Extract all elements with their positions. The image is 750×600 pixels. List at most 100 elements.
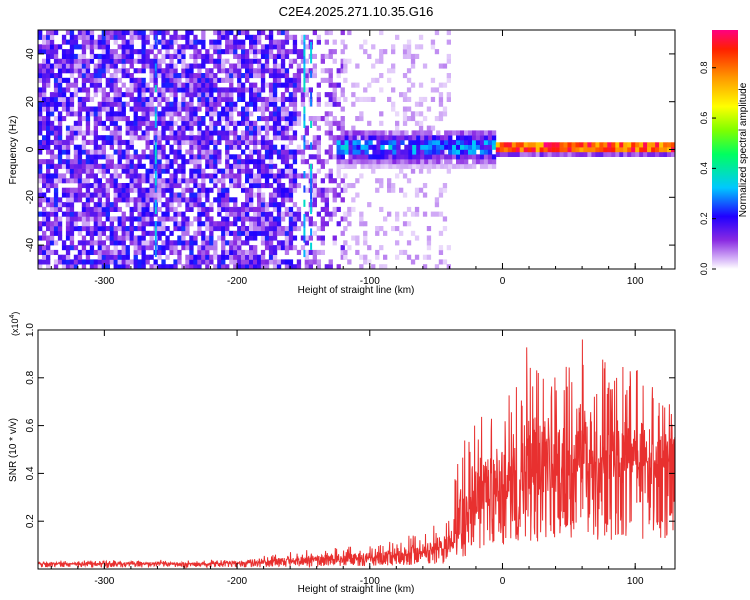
spectrogram-cell bbox=[284, 53, 290, 59]
spectrogram-cell bbox=[288, 149, 294, 155]
spectrogram-cell bbox=[428, 144, 433, 150]
spectrogram-cell bbox=[499, 151, 505, 157]
spectrogram-cell bbox=[189, 73, 194, 79]
spectrogram-cell bbox=[141, 68, 146, 74]
spectrogram-cell bbox=[81, 226, 87, 232]
spectrogram-cell bbox=[77, 178, 83, 184]
spectrogram-cell bbox=[272, 63, 278, 69]
spectrogram-cell bbox=[89, 44, 95, 50]
spectrogram-cell bbox=[260, 44, 266, 50]
spectrogram-cell bbox=[173, 111, 178, 117]
spectrogram-cell bbox=[336, 183, 341, 189]
spectrogram-cell bbox=[213, 130, 218, 136]
spectrogram-cell bbox=[197, 192, 202, 198]
spectrogram-cell bbox=[201, 73, 206, 79]
spectrogram-cell bbox=[253, 254, 258, 260]
spectrogram-cell bbox=[268, 230, 274, 236]
spectrogram-cell bbox=[446, 92, 451, 98]
spectrogram-cell bbox=[245, 58, 250, 64]
spectrogram-cell bbox=[404, 149, 409, 155]
y-tick-label: 1.0 bbox=[25, 323, 36, 337]
spectrogram-cell bbox=[332, 92, 337, 98]
spectrogram-cell bbox=[97, 183, 102, 189]
spectrogram-cell bbox=[328, 178, 333, 184]
spectrogram-cell bbox=[161, 245, 166, 251]
spectrogram-cell bbox=[356, 149, 361, 155]
spectrogram-cell bbox=[260, 235, 266, 241]
spectrogram-cell bbox=[38, 120, 43, 126]
spectrogram-cell bbox=[205, 206, 210, 212]
x-tick-label: -100 bbox=[360, 276, 380, 287]
spectrogram-cell bbox=[406, 106, 412, 112]
spectrogram-cell bbox=[268, 101, 274, 107]
spectrogram-cell bbox=[300, 34, 306, 40]
spectrogram-cell bbox=[328, 53, 333, 59]
spectrogram-cell bbox=[129, 44, 134, 50]
spectrogram-cell bbox=[101, 68, 106, 74]
spectrogram-cell bbox=[173, 106, 178, 112]
spectrogram-cell bbox=[117, 163, 122, 169]
spectrogram-cell bbox=[161, 82, 166, 88]
spectrogram-cell bbox=[213, 77, 218, 83]
spectrogram-cell bbox=[444, 159, 449, 165]
spectrogram-cell bbox=[185, 178, 190, 184]
spectrogram-cell bbox=[85, 44, 91, 50]
spectrogram-cell bbox=[253, 101, 258, 107]
spectrogram-cell bbox=[579, 151, 584, 157]
spectrogram-cell bbox=[213, 125, 218, 131]
spectrogram-cell bbox=[137, 173, 142, 179]
spectrogram-cell bbox=[125, 192, 130, 198]
spectrogram-cell bbox=[57, 87, 63, 93]
spectrogram-cell bbox=[344, 135, 349, 141]
spectrogram-cell bbox=[551, 142, 556, 148]
spectrogram-cell bbox=[141, 187, 146, 193]
spectrogram-cell bbox=[77, 173, 83, 179]
spectrogram-cell bbox=[97, 211, 102, 217]
spectrogram-cell bbox=[137, 34, 142, 40]
spectrogram-streak bbox=[154, 199, 157, 207]
spectrogram-cell bbox=[57, 259, 63, 265]
spectrogram-streak bbox=[310, 99, 313, 107]
spectrogram-cell bbox=[221, 240, 226, 246]
spectrogram-cell bbox=[472, 159, 477, 165]
spectrogram-cell bbox=[233, 264, 238, 270]
spectrogram-cell bbox=[284, 264, 290, 270]
spectrogram-cell bbox=[356, 159, 361, 165]
spectrogram-cell bbox=[304, 211, 309, 217]
spectrogram-cell bbox=[233, 245, 238, 251]
spectrogram-cell bbox=[379, 120, 384, 126]
spectrogram-cell bbox=[308, 87, 313, 93]
spectrogram-cell bbox=[288, 221, 294, 227]
spectrogram-cell bbox=[284, 49, 290, 55]
spectrogram-cell bbox=[69, 230, 75, 236]
spectrogram-cell bbox=[161, 73, 166, 79]
spectrogram-cell bbox=[61, 39, 67, 45]
spectrogram-streak bbox=[154, 63, 157, 71]
spectrogram-cell bbox=[379, 183, 384, 189]
spectrogram-cell bbox=[444, 130, 449, 136]
spectrogram-cell bbox=[69, 216, 75, 222]
spectrogram-cell bbox=[177, 259, 182, 265]
spectrogram-cell bbox=[316, 235, 321, 241]
spectrogram-cell bbox=[603, 151, 608, 157]
spectrogram-cell bbox=[332, 116, 337, 122]
spectrogram-cell bbox=[53, 163, 59, 169]
spectrogram-cell bbox=[404, 159, 409, 165]
spectrogram-cell bbox=[336, 135, 341, 141]
spectrogram-cell bbox=[320, 159, 325, 165]
spectrogram-cell bbox=[257, 183, 262, 189]
spectrogram-cell bbox=[380, 159, 385, 165]
spectrogram-cell bbox=[229, 49, 234, 55]
spectrogram-cell bbox=[205, 68, 210, 74]
spectrogram-cell bbox=[197, 82, 202, 88]
spectrogram-cell bbox=[288, 264, 294, 270]
spectrogram-cell bbox=[105, 259, 110, 265]
spectrogram-cell bbox=[367, 120, 372, 126]
spectrogram-cell bbox=[185, 30, 190, 36]
spectrogram-streak bbox=[154, 185, 157, 193]
spectrogram-cell bbox=[253, 73, 258, 79]
spectrogram-cell bbox=[157, 159, 162, 165]
spectrogram-cell bbox=[149, 206, 154, 212]
spectrogram-cell bbox=[324, 116, 329, 122]
spectrogram-cell bbox=[153, 125, 158, 131]
